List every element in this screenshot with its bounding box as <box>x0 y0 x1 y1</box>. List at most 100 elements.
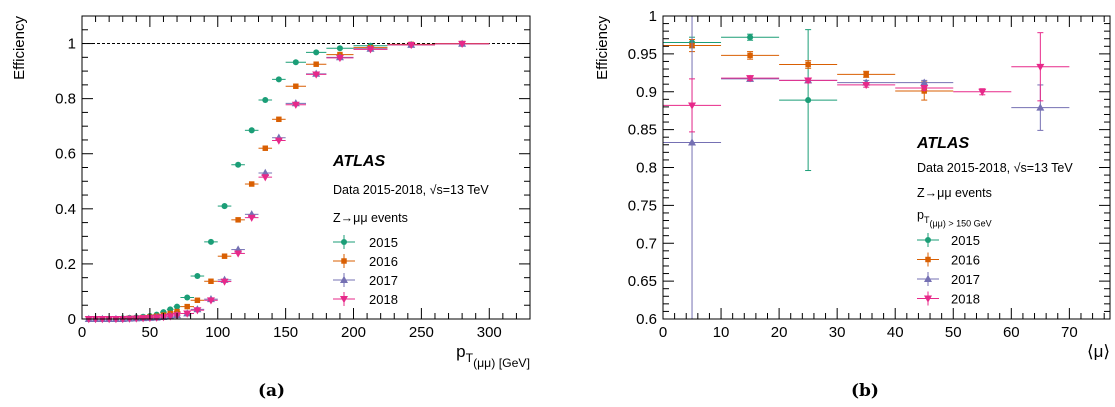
panel-b-legend-entry-2016: 2016 <box>917 252 980 268</box>
panel-b-xtick-label: 70 <box>1061 324 1078 341</box>
panel-a-point-2018-16 <box>206 297 215 305</box>
panel-a-point-2016-19 <box>248 181 255 187</box>
panel-b-point-2018-3 <box>862 81 871 90</box>
panel-b-cut-label: pT(μμ) > 150 GeV <box>917 208 992 229</box>
panel-b-xtick-label: 50 <box>945 324 962 341</box>
panel-b-point-2017-5 <box>1036 103 1045 111</box>
panel-a-point-2015-15 <box>194 273 201 280</box>
panel-a-point-2018-24 <box>335 54 344 63</box>
panel-b-legend-marker <box>924 236 932 244</box>
panel-b-xtick-label: 30 <box>829 324 846 341</box>
panel-b-ytick-label: 0.65 <box>628 273 657 290</box>
panel-a-point-2018-17 <box>220 278 229 286</box>
panel-b-ytick-label: 0.9 <box>636 84 657 101</box>
panel-b-legend-marker <box>924 295 932 303</box>
panel-a-legend-entry-2018: 2018 <box>333 292 398 307</box>
panel-a-point-2018-10 <box>152 314 161 322</box>
panel-b: 0 10 20 30 40 50 60 70 0.6 0.65 0.7 0.75 0.8 0.85 0.9 0… <box>594 8 1111 361</box>
panel-a-legend-label: 2018 <box>369 292 398 307</box>
panel-b-point-2016-2 <box>805 61 811 68</box>
panel-b-point-2017-4 <box>920 78 929 86</box>
panel-a-point-2016-18 <box>235 217 241 223</box>
panel-a-point-2018-19 <box>247 214 256 222</box>
panel-b-point-2016-1 <box>747 52 753 59</box>
panel-b-atlas-label: ATLAS <box>916 135 969 152</box>
panel-a-ytick-label: 0.2 <box>55 256 76 273</box>
panel-a-ytick-label: 1 <box>68 36 76 53</box>
panel-a-point-2018-12 <box>166 313 175 321</box>
panel-a-point-2018-26 <box>407 41 416 50</box>
panel-a-process-label: Z→μμ events <box>333 211 408 225</box>
panel-a-xlabel: pT(μμ) [GeV] <box>456 342 530 370</box>
panel-a-xtick-label: 100 <box>205 324 230 341</box>
panel-b-legend-entry-2017: 2017 <box>917 272 980 287</box>
panel-b-point-2015-2 <box>805 97 812 104</box>
panel-a-ytick-label: 0.6 <box>55 146 76 163</box>
panel-a-point-2016-22 <box>293 83 299 89</box>
panel-b-ytick-label: 0.7 <box>636 235 657 252</box>
panel-a-point-2015-13 <box>174 303 181 310</box>
panel-b-series-2018 <box>663 32 1070 133</box>
panel-b-point-2018-0 <box>688 102 697 110</box>
panel-b-ytick-label: 0.75 <box>628 197 657 214</box>
panel-b-point-2018-5 <box>978 88 987 96</box>
panel-a-legend-label: 2016 <box>369 254 398 269</box>
panel-b-xtick-label: 60 <box>1003 324 1020 341</box>
panel-a-legend-label: 2015 <box>369 235 398 250</box>
panel-b-point-2016-3 <box>863 71 869 78</box>
panel-b-legend-marker <box>924 274 932 282</box>
panel-a-legend-marker <box>340 275 348 283</box>
panel-a-legend-label: 2017 <box>369 273 398 288</box>
panel-a-point-2016-14 <box>184 303 190 310</box>
panel-b-series-2015 <box>663 29 838 172</box>
panel-b-ytick-label: 0.85 <box>628 122 657 139</box>
panel-a-point-2018-3 <box>105 316 114 324</box>
panel-b-xtick-label: 0 <box>659 324 667 341</box>
panel-a-point-2018-20 <box>261 174 270 182</box>
panel-a-legend-marker <box>340 238 348 246</box>
panel-a-ytick-label: 0 <box>68 311 76 328</box>
panel-b-process-label: Z→μμ events <box>917 186 992 200</box>
panel-a-point-2016-17 <box>221 253 228 259</box>
panel-b-point-2015-1 <box>747 34 754 41</box>
panel-a-xtick-label: 300 <box>477 324 502 341</box>
panel-a-point-2015-16 <box>207 238 214 245</box>
panel-a-point-2018-0 <box>84 316 93 324</box>
panel-b-ytick-label: 0.95 <box>628 46 657 63</box>
panel-a-legend-entry-2015: 2015 <box>333 235 398 250</box>
panel-a-legend-marker <box>341 258 347 264</box>
panel-a-xtick-label: 200 <box>341 324 366 341</box>
panel-a-point-2018-15 <box>193 307 202 315</box>
panel-a-point-2017-20 <box>261 168 270 176</box>
panel-b-legend-entry-2015: 2015 <box>917 233 980 248</box>
panel-a-series-2017 <box>84 39 490 322</box>
panel-a-point-2015-21 <box>275 76 282 83</box>
panel-b-xtick-label: 20 <box>771 324 788 341</box>
panel-b-xlabel: ⟨μ⟩ <box>1087 342 1110 361</box>
panel-a-point-2018-1 <box>91 316 100 324</box>
panel-a-point-2015-20 <box>262 96 269 104</box>
panel-a-point-2018-22 <box>291 101 300 109</box>
panel-a-point-2015-14 <box>184 294 191 301</box>
panel-a-data-label: Data 2015-2018, √s=13 TeV <box>333 183 489 197</box>
panel-a-point-2018-4 <box>111 316 120 324</box>
panel-a-point-2018-27 <box>458 40 467 49</box>
panel-a-point-2016-16 <box>208 278 214 284</box>
panel-a-point-2018-5 <box>118 316 127 324</box>
panel-a-xtick-label: 250 <box>409 324 434 341</box>
panel-b-legend-label: 2017 <box>951 272 980 287</box>
panel-b-legend-label: 2018 <box>951 292 980 307</box>
panel-a-point-2016-15 <box>194 297 201 303</box>
panel-a-legend-marker <box>340 296 348 304</box>
panel-a-point-2018-18 <box>234 250 243 258</box>
panel-a-point-2015-23 <box>313 49 320 56</box>
panel-b-point-2018-2 <box>804 77 813 85</box>
panel-b-ytick-label: 0.8 <box>636 160 657 177</box>
panel-b-ytick-label: 0.6 <box>636 311 657 328</box>
panel-a-point-2015-18 <box>235 161 242 168</box>
panel-b-legend-label: 2016 <box>951 253 980 268</box>
panel-a-xtick-label: 0 <box>78 324 86 341</box>
panel-a-atlas-label: ATLAS <box>332 153 385 170</box>
panel-a-ylabel: Efficiency <box>11 16 28 80</box>
